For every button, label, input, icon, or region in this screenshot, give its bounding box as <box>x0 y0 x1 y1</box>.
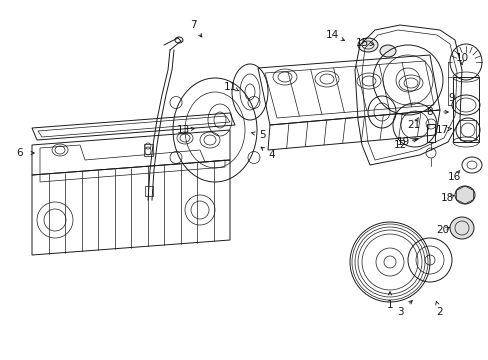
Text: 13: 13 <box>176 125 189 135</box>
Ellipse shape <box>454 186 474 204</box>
Text: 5: 5 <box>258 130 265 140</box>
Text: 8: 8 <box>426 107 432 117</box>
Bar <box>452 77 478 142</box>
Text: 15: 15 <box>355 38 368 48</box>
Bar <box>143 144 153 156</box>
Text: 11: 11 <box>223 82 236 92</box>
Text: 21: 21 <box>407 120 420 130</box>
Text: 9: 9 <box>448 93 454 103</box>
Text: 16: 16 <box>447 172 460 182</box>
Text: 4: 4 <box>268 150 275 160</box>
Bar <box>459 120 475 140</box>
Ellipse shape <box>357 38 377 52</box>
Ellipse shape <box>449 217 473 239</box>
Text: 20: 20 <box>436 225 448 235</box>
Text: 3: 3 <box>396 307 403 317</box>
Text: 10: 10 <box>454 53 468 63</box>
Text: 2: 2 <box>436 307 443 317</box>
Text: 19: 19 <box>396 137 409 147</box>
Text: 1: 1 <box>386 300 392 310</box>
Text: 6: 6 <box>17 148 23 158</box>
Text: 7: 7 <box>189 20 196 30</box>
Text: 18: 18 <box>440 193 453 203</box>
Text: 12: 12 <box>392 140 406 150</box>
Text: 14: 14 <box>325 30 338 40</box>
Text: 17: 17 <box>434 125 447 135</box>
Bar <box>426 124 434 142</box>
Ellipse shape <box>379 45 395 57</box>
Bar <box>145 186 153 196</box>
